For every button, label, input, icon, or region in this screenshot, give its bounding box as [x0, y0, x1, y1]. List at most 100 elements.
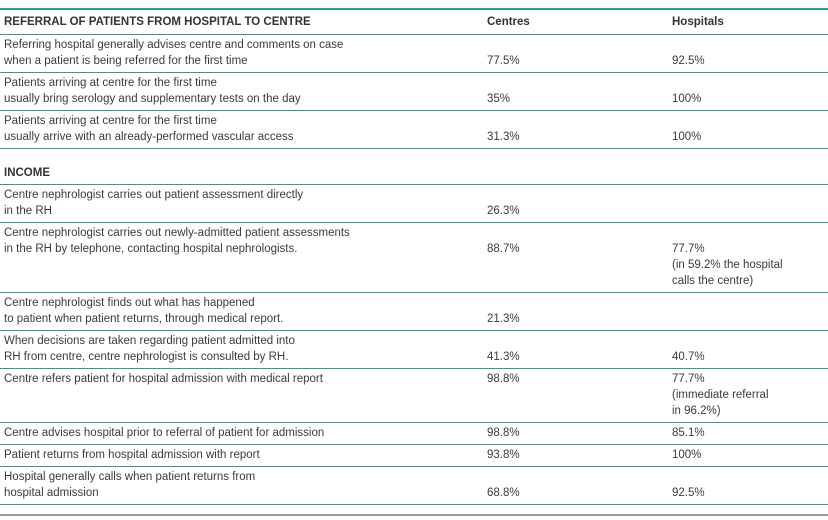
table-row: Patients arriving at centre for the firs…	[0, 111, 828, 149]
centres-value	[487, 387, 672, 403]
table-row: Centre nephrologist finds out what has h…	[0, 293, 828, 331]
table-row-line: Centre nephrologist carries out newly-ad…	[4, 225, 824, 241]
table-row-line: in 96.2%)	[4, 403, 824, 419]
hospitals-value	[672, 225, 824, 241]
table-body: Referring hospital generally advises cen…	[0, 35, 828, 505]
hospitals-value	[672, 295, 824, 311]
hospitals-value: (immediate referral	[672, 389, 769, 401]
row-label-line: Centre nephrologist finds out what has h…	[4, 297, 255, 309]
hospitals-value: 100%	[672, 449, 702, 461]
table-row: Centre refers patient for hospital admis…	[0, 369, 828, 423]
hospitals-value	[672, 311, 824, 327]
row-label-line	[4, 257, 487, 273]
hospitals-value: in 96.2%)	[672, 405, 721, 417]
centres-value	[487, 37, 672, 53]
centres-value	[487, 403, 672, 419]
centres-value: 21.3%	[487, 313, 520, 325]
table-row-line: Centre nephrologist carries out patient …	[4, 187, 824, 203]
hospitals-value	[672, 333, 824, 349]
hospitals-value: 77.7%	[672, 243, 705, 255]
centres-value: 98.8%	[487, 373, 520, 385]
row-label-line: hospital admission	[4, 487, 99, 499]
row-label-line	[4, 403, 487, 419]
hospitals-value: 92.5%	[672, 487, 705, 499]
hospitals-value: (in 59.2% the hospital	[672, 259, 783, 271]
table-row-line: Referring hospital generally advises cen…	[4, 37, 824, 53]
row-label-line: Referring hospital generally advises cen…	[4, 39, 344, 51]
referral-table: REFERRAL OF PATIENTS FROM HOSPITAL TO CE…	[0, 8, 828, 505]
section-header: INCOME	[0, 163, 828, 185]
table-row-line: Patients arriving at centre for the firs…	[4, 113, 824, 129]
centres-value	[487, 295, 672, 311]
row-label-line: Centre nephrologist carries out newly-ad…	[4, 227, 350, 239]
hospitals-value: 77.7%	[672, 373, 705, 385]
centres-value: 93.8%	[487, 449, 520, 461]
table-row-line: Patient returns from hospital admission …	[4, 447, 824, 463]
spacer-row	[0, 149, 828, 163]
table-row-line: When decisions are taken regarding patie…	[4, 333, 824, 349]
hospitals-value: 100%	[672, 131, 702, 143]
row-label-line: usually bring serology and supplementary…	[4, 93, 301, 105]
centres-value	[487, 225, 672, 241]
row-label-line: Centre refers patient for hospital admis…	[4, 373, 323, 385]
table-row-line: Centre refers patient for hospital admis…	[4, 371, 824, 387]
centres-value	[487, 187, 672, 203]
row-label-line	[4, 387, 487, 403]
table-row-line: in the RH by telephone, contacting hospi…	[4, 241, 824, 257]
row-label-line: Hospital generally calls when patient re…	[4, 471, 256, 483]
centres-value: 26.3%	[487, 205, 520, 217]
row-label-line: Patients arriving at centre for the firs…	[4, 115, 217, 127]
centres-value: 31.3%	[487, 131, 520, 143]
table-row-line: in the RH 26.3%	[4, 203, 824, 219]
table-title: REFERRAL OF PATIENTS FROM HOSPITAL TO CE…	[4, 16, 311, 28]
row-label-line: in the RH	[4, 205, 52, 217]
table-row-line: Hospital generally calls when patient re…	[4, 469, 824, 485]
centres-value: 88.7%	[487, 243, 520, 255]
table-row-line: Centre nephrologist finds out what has h…	[4, 295, 824, 311]
centres-value	[487, 333, 672, 349]
row-label-line: Patient returns from hospital admission …	[4, 449, 260, 461]
row-label-line: when a patient is being referred for the…	[4, 55, 248, 67]
table-row: Centre nephrologist carries out newly-ad…	[0, 223, 828, 293]
table-row: Patient returns from hospital admission …	[0, 445, 828, 467]
table-row: Patients arriving at centre for the firs…	[0, 73, 828, 111]
column-header-hospitals: Hospitals	[672, 16, 724, 28]
column-header-centres: Centres	[487, 16, 530, 28]
row-label-line: in the RH by telephone, contacting hospi…	[4, 243, 298, 255]
hospitals-value	[672, 203, 824, 219]
centres-value	[487, 273, 672, 289]
row-label-line: Patients arriving at centre for the firs…	[4, 77, 217, 89]
table-row-line: calls the centre)	[4, 273, 824, 289]
hospitals-value: 85.1%	[672, 427, 705, 439]
table-row: Centre advises hospital prior to referra…	[0, 423, 828, 445]
row-label-line: Centre nephrologist carries out patient …	[4, 189, 304, 201]
table-row-line: Patients arriving at centre for the firs…	[4, 75, 824, 91]
hospitals-value	[672, 187, 824, 203]
centres-value: 98.8%	[487, 427, 520, 439]
hospitals-value: 40.7%	[672, 351, 705, 363]
hospitals-value: 100%	[672, 93, 702, 105]
centres-value	[487, 257, 672, 273]
table-row-line: hospital admission 68.8% 92.5%	[4, 485, 824, 501]
table-row-line: to patient when patient returns, through…	[4, 311, 824, 327]
row-label-line: to patient when patient returns, through…	[4, 313, 284, 325]
hospitals-value	[672, 75, 824, 91]
hospitals-value: 92.5%	[672, 55, 705, 67]
centres-value: 68.8%	[487, 487, 520, 499]
table-header-row: REFERRAL OF PATIENTS FROM HOSPITAL TO CE…	[0, 10, 828, 35]
centres-value: 35%	[487, 93, 511, 105]
centres-value	[487, 75, 672, 91]
hospitals-value	[672, 113, 824, 129]
row-label-line: Centre advises hospital prior to referra…	[4, 427, 325, 439]
centres-value: 77.5%	[487, 55, 520, 67]
row-label-line: usually arrive with an already-performed…	[4, 131, 294, 143]
centres-value	[487, 113, 672, 129]
bottom-rule	[0, 514, 828, 516]
table-row-line: usually arrive with an already-performed…	[4, 129, 824, 145]
table-row-line: Centre advises hospital prior to referra…	[4, 425, 824, 441]
table-row: Referring hospital generally advises cen…	[0, 35, 828, 73]
table-row-line: usually bring serology and supplementary…	[4, 91, 824, 107]
hospitals-value: calls the centre)	[672, 275, 754, 287]
table-row-line: (immediate referral	[4, 387, 824, 403]
